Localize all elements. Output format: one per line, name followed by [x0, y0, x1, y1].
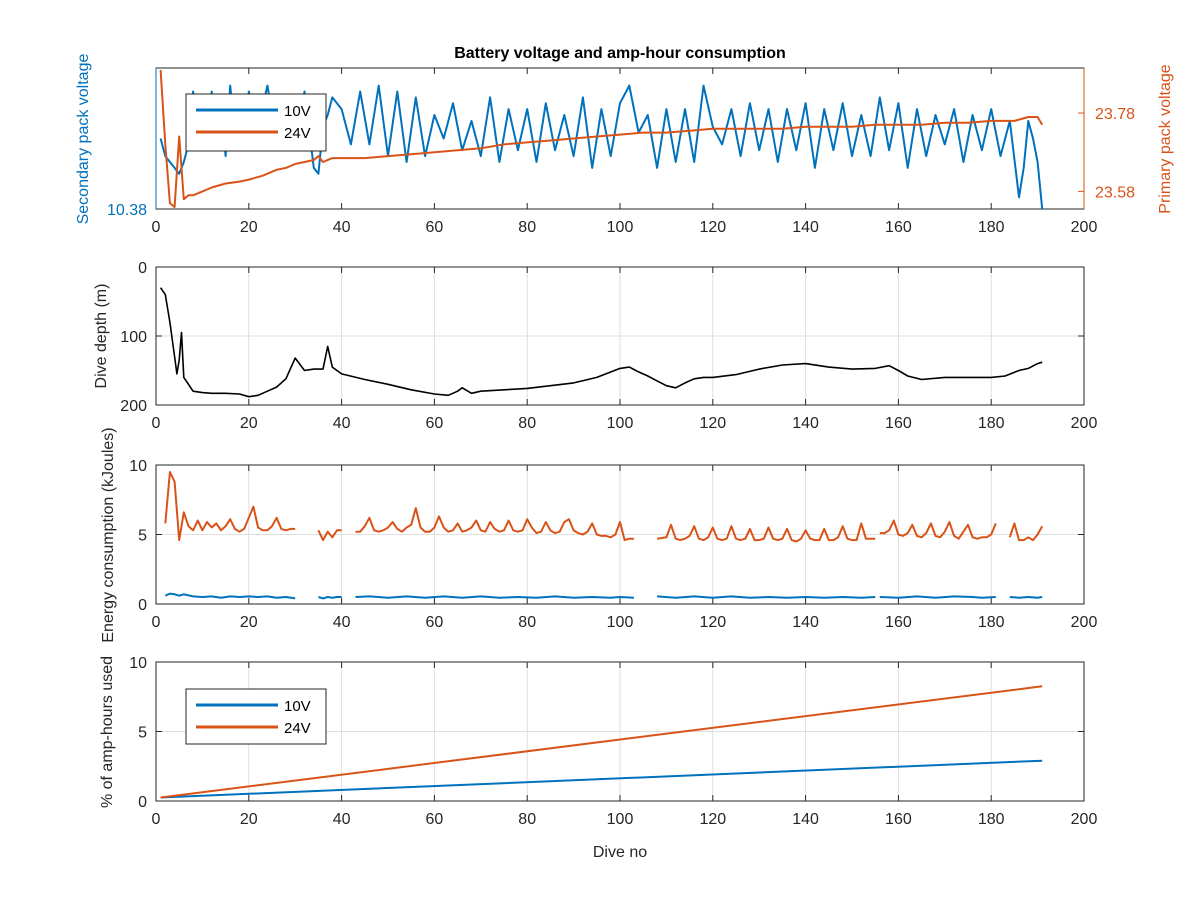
- legend-0: [185, 93, 327, 152]
- x-tick-label-0-8: 160: [885, 219, 912, 236]
- x-tick-label-3-0: 0: [152, 811, 161, 828]
- x-tick-label-1-9: 180: [978, 415, 1005, 432]
- figure-layer: 0 20 40 60 80 100 120 140 160 180 20010.3823.5823.…: [75, 45, 1174, 861]
- y-tick-label-2-2: 10: [129, 458, 147, 475]
- x-tick-label-1-3: 60: [426, 415, 444, 432]
- y-tick-label-3-2: 10: [129, 655, 147, 672]
- x-tick-label-2-0: 0: [152, 614, 161, 631]
- x-tick-label-2-9: 180: [978, 614, 1005, 631]
- x-tick-label-3-8: 160: [885, 811, 912, 828]
- x-tick-label-0-2: 40: [333, 219, 351, 236]
- x-tick-label-3-7: 140: [792, 811, 819, 828]
- x-tick-label-0-0: 0: [152, 219, 161, 236]
- x-tick-label-2-2: 40: [333, 614, 351, 631]
- x-tick-label-2-8: 160: [885, 614, 912, 631]
- y-tick-label-1-0: 0: [138, 260, 147, 277]
- y-tick-label-2-1: 5: [138, 528, 147, 545]
- series-line-depth: [159, 287, 1043, 398]
- x-axis-label-3: Dive no: [593, 844, 647, 861]
- y-tick-label-1-2: 200: [120, 398, 147, 415]
- x-tick-label-1-1: 20: [240, 415, 258, 432]
- y-right-tick-label-0-0: 23.58: [1095, 184, 1135, 201]
- x-tick-label-3-5: 100: [607, 811, 634, 828]
- series-line-24v: [159, 69, 1044, 208]
- x-tick-label-1-10: 200: [1071, 415, 1098, 432]
- x-tick-label-3-3: 60: [426, 811, 444, 828]
- y-axis-label-right-0: Primary pack voltage: [1157, 64, 1174, 213]
- series-line-energy-24v-segment-5: [1008, 522, 1044, 542]
- series-line-energy-10v-segment-0: [164, 592, 296, 600]
- x-tick-label-0-7: 140: [792, 219, 819, 236]
- chart-title: Battery voltage and amp-hour consumption: [454, 45, 786, 62]
- x-tick-label-0-5: 100: [607, 219, 634, 236]
- y-axis-label-3: % of amp-hours used: [99, 656, 116, 808]
- x-tick-label-3-9: 180: [978, 811, 1005, 828]
- series-line-energy-24v-segment-2: [355, 507, 634, 542]
- legend-3: [185, 688, 327, 745]
- x-tick-label-1-4: 80: [518, 415, 536, 432]
- series-line-ah-10v: [160, 759, 1043, 799]
- x-tick-label-0-1: 20: [240, 219, 258, 236]
- x-tick-label-3-6: 120: [699, 811, 726, 828]
- y-tick-label-0-0: 10.38: [107, 202, 147, 219]
- x-tick-label-3-1: 20: [240, 811, 258, 828]
- x-tick-label-3-4: 80: [518, 811, 536, 828]
- series-line-energy-10v-segment-5: [1009, 596, 1043, 599]
- series-line-energy-10v-segment-1: [318, 596, 342, 600]
- series-line-energy-10v-segment-3: [657, 595, 876, 599]
- x-tick-label-0-4: 80: [518, 219, 536, 236]
- x-tick-label-1-6: 120: [699, 415, 726, 432]
- legend-label-0-0: 10V: [284, 103, 311, 120]
- series-line-energy-24v-segment-4: [879, 519, 997, 540]
- x-tick-label-3-2: 40: [333, 811, 351, 828]
- y-axis-label-2: Energy consumption (kJoules): [100, 427, 117, 642]
- x-tick-label-1-0: 0: [152, 415, 161, 432]
- series-line-energy-24v-segment-0: [164, 471, 296, 542]
- x-tick-label-1-7: 140: [792, 415, 819, 432]
- x-tick-label-2-3: 60: [426, 614, 444, 631]
- legend-label-0-1: 24V: [284, 125, 311, 142]
- series-line-energy-10v-segment-4: [879, 595, 996, 599]
- y-tick-label-3-1: 5: [138, 725, 147, 742]
- y-axis-label-1: Dive depth (m): [93, 284, 110, 389]
- x-tick-label-2-5: 100: [607, 614, 634, 631]
- x-tick-label-0-10: 200: [1071, 219, 1098, 236]
- y-tick-label-3-0: 0: [138, 794, 147, 811]
- y-tick-label-1-1: 100: [120, 329, 147, 346]
- x-tick-label-2-6: 120: [699, 614, 726, 631]
- y-right-tick-label-0-1: 23.78: [1095, 106, 1135, 123]
- series-line-energy-24v-segment-1: [317, 529, 342, 542]
- x-tick-label-0-9: 180: [978, 219, 1005, 236]
- x-tick-label-2-10: 200: [1071, 614, 1098, 631]
- x-tick-label-0-3: 60: [426, 219, 444, 236]
- series-line-ah-24v: [160, 685, 1043, 799]
- x-tick-label-0-6: 120: [699, 219, 726, 236]
- series-line-energy-10v-segment-2: [355, 595, 634, 599]
- x-tick-label-1-2: 40: [333, 415, 351, 432]
- series-line-energy-24v-segment-3: [656, 522, 876, 543]
- x-tick-label-3-10: 200: [1071, 811, 1098, 828]
- y-tick-label-2-0: 0: [138, 597, 147, 614]
- x-tick-label-2-4: 80: [518, 614, 536, 631]
- x-tick-label-1-8: 160: [885, 415, 912, 432]
- y-axis-label-left-0: Secondary pack voltage: [75, 54, 92, 225]
- x-tick-label-2-7: 140: [792, 614, 819, 631]
- legend-label-3-0: 10V: [284, 698, 311, 715]
- legend-label-3-1: 24V: [284, 720, 311, 737]
- x-tick-label-1-5: 100: [607, 415, 634, 432]
- x-tick-label-2-1: 20: [240, 614, 258, 631]
